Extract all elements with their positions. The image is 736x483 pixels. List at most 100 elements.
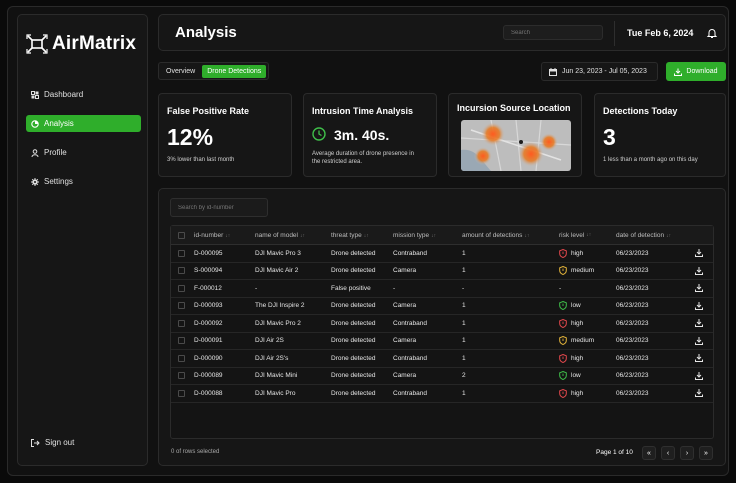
row-checkbox[interactable] — [178, 249, 185, 257]
cell-mission-type: Contraband — [393, 319, 427, 327]
cell-id: D-000093 — [194, 302, 223, 310]
cell-model: DJI Air 2S's — [255, 354, 289, 362]
cell-date: 06/23/2023 — [616, 249, 649, 257]
table-row[interactable]: D-000090 DJI Air 2S's Drone detected Contra… — [171, 350, 713, 368]
sidebar-item-analysis[interactable]: Analysis — [26, 115, 141, 132]
tab-drone-detections[interactable]: Drone Detections — [202, 64, 267, 78]
column-label: date of detection — [616, 231, 665, 239]
search-input[interactable] — [503, 25, 603, 40]
risk-label: medium — [571, 337, 595, 345]
table-row[interactable]: S-000094 DJI Mavic Air 2 Drone detected Cam… — [171, 263, 713, 280]
risk-label: medium — [571, 267, 595, 275]
column-header-date[interactable]: date of detection ↓↑ — [616, 232, 671, 239]
row-checkbox[interactable] — [178, 284, 185, 292]
calendar-icon — [549, 67, 557, 76]
table-row[interactable]: D-000092 DJI Mavic Pro 2 Drone detected Con… — [171, 315, 713, 333]
risk-label: high — [571, 249, 584, 257]
page-header: Analysis Tue Feb 6, 2024 — [158, 14, 726, 51]
row-checkbox[interactable] — [178, 267, 185, 275]
row-download-icon[interactable] — [694, 318, 704, 328]
app-name: AirMatrix — [52, 33, 137, 54]
first-page-button[interactable]: « — [642, 446, 656, 460]
risk-label: low — [571, 372, 581, 380]
row-download-icon[interactable] — [694, 371, 704, 381]
cell-risk-level: high — [559, 388, 583, 398]
row-checkbox[interactable] — [178, 337, 185, 345]
table-row[interactable]: F-000012 - False positive - - - 06/23/2023 — [171, 280, 713, 298]
row-download-icon[interactable] — [694, 301, 704, 311]
cell-model: DJI Mavic Pro — [255, 389, 296, 397]
risk-shield-icon — [559, 353, 567, 363]
cell-risk-level: low — [559, 371, 581, 381]
download-button[interactable]: Download — [666, 62, 726, 81]
column-header-threat[interactable]: threat type ↓↑ — [331, 232, 369, 239]
column-label: threat type — [331, 231, 362, 239]
select-all-checkbox[interactable] — [178, 231, 185, 239]
cell-risk-level: - — [559, 285, 561, 292]
tab-overview[interactable]: Overview — [166, 67, 196, 75]
card-title: False Positive Rate — [167, 106, 250, 116]
cell-threat-type: Drone detected — [331, 389, 376, 397]
drone-logo-icon — [26, 34, 48, 54]
sort-icon: ↓↑ — [524, 232, 530, 239]
column-header-model[interactable]: name of model ↓↑ — [255, 232, 305, 239]
sidebar-item-profile[interactable]: Profile — [26, 144, 141, 161]
detections-panel: id-number↓↑ name of model↓↑ threat type↓… — [158, 188, 726, 466]
risk-label: - — [559, 284, 562, 292]
intrusion-time-value: 3m. 40s. — [334, 127, 390, 143]
row-download-icon[interactable] — [694, 248, 704, 258]
row-download-icon[interactable] — [694, 283, 704, 293]
sidebar-nav: Dashboard Analysis Profile Settings — [26, 86, 141, 202]
row-checkbox[interactable] — [178, 389, 185, 397]
id-search-input[interactable] — [170, 198, 268, 217]
column-header-id[interactable]: id-number ↓↑ — [194, 232, 230, 239]
bell-icon[interactable] — [706, 27, 718, 39]
row-download-icon[interactable] — [694, 353, 704, 363]
sidebar-item-label: Profile — [44, 148, 67, 157]
row-checkbox[interactable] — [178, 319, 185, 327]
cell-mission-type: Camera — [393, 267, 417, 275]
row-checkbox[interactable] — [178, 302, 185, 310]
table-row[interactable]: D-000093 The DJI Inspire 2 Drone detected C… — [171, 298, 713, 315]
cell-model: DJI Mavic Air 2 — [255, 267, 299, 275]
table-row[interactable]: D-000089 DJI Mavic Mini Drone detected Came… — [171, 368, 713, 385]
cell-date: 06/23/2023 — [616, 302, 649, 310]
sign-out-button[interactable]: Sign out — [31, 438, 74, 447]
row-download-icon[interactable] — [694, 336, 704, 346]
table-row[interactable]: D-000091 DJI Air 2S Drone detected Camera 1 m… — [171, 333, 713, 350]
previous-page-button[interactable]: ‹ — [661, 446, 675, 460]
page-indicator: Page 1 of 10 — [596, 449, 633, 456]
column-label: amount of detections — [462, 231, 523, 239]
cell-date: 06/23/2023 — [616, 372, 649, 380]
cell-id: D-000095 — [194, 249, 223, 257]
column-header-mission[interactable]: mission type ↓↑ — [393, 232, 436, 239]
chart-circle-icon — [31, 119, 39, 128]
current-date: Tue Feb 6, 2024 — [627, 28, 694, 38]
row-checkbox[interactable] — [178, 354, 185, 362]
risk-label: high — [571, 354, 584, 362]
cell-risk-level: high — [559, 353, 584, 363]
sort-icon: ↓↑ — [666, 232, 672, 239]
last-page-button[interactable]: » — [699, 446, 713, 460]
table-row[interactable]: D-000095 DJI Mavic Pro 3 Drone detected Con… — [171, 245, 713, 263]
sidebar-item-settings[interactable]: Settings — [26, 173, 141, 190]
sidebar-item-dashboard[interactable]: Dashboard — [26, 86, 141, 103]
cell-mission-type: Camera — [393, 302, 417, 310]
cell-mission-type: Contraband — [393, 389, 427, 397]
row-download-icon[interactable] — [694, 266, 704, 276]
detections-today-card: Detections Today 3 1 less than a month a… — [594, 93, 726, 177]
cell-risk-level: low — [559, 301, 581, 311]
table-row[interactable]: D-000088 DJI Mavic Pro Drone detected Contr… — [171, 385, 713, 403]
column-header-amount[interactable]: amount of detections ↓↑ — [462, 232, 529, 239]
row-checkbox[interactable] — [178, 372, 185, 380]
heatmap-map[interactable] — [461, 120, 571, 171]
date-range-picker[interactable]: Jun 23, 2023 - Jul 05, 2023 — [541, 62, 658, 81]
sort-icon: ↓↑ — [225, 232, 231, 239]
column-header-risk[interactable]: risk level ↓↑ — [559, 232, 591, 239]
cell-mission-type: Contraband — [393, 354, 427, 362]
row-download-icon[interactable] — [694, 388, 704, 398]
next-page-button[interactable]: › — [680, 446, 694, 460]
logo: AirMatrix — [26, 33, 136, 55]
cell-id: D-000090 — [194, 354, 223, 362]
cell-mission-type: - — [393, 284, 396, 292]
